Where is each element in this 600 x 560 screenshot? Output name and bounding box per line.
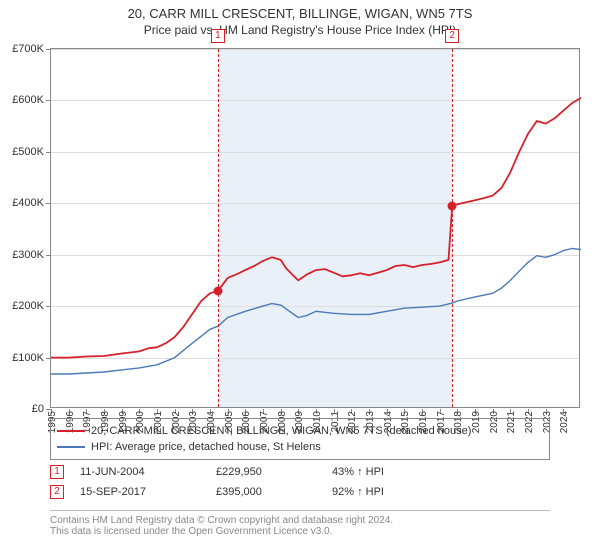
ytick-mark xyxy=(46,203,51,204)
plot-region: £0£100K£200K£300K£400K£500K£600K£700K199… xyxy=(50,48,580,408)
ytick-label: £0 xyxy=(32,403,44,415)
footer-line-1: Contains HM Land Registry data © Crown c… xyxy=(50,515,550,526)
legend-row: 20, CARR MILL CRESCENT, BILLINGE, WIGAN,… xyxy=(57,423,543,439)
sale-row: 1 11-JUN-2004 £229,950 43% ↑ HPI xyxy=(50,462,550,482)
ytick-label: £200K xyxy=(12,300,44,312)
ytick-label: £600K xyxy=(12,94,44,106)
sale-row: 2 15-SEP-2017 £395,000 92% ↑ HPI xyxy=(50,482,550,502)
ytick-mark xyxy=(46,152,51,153)
sale-marker-box: 2 xyxy=(445,29,459,43)
sales-table: 1 11-JUN-2004 £229,950 43% ↑ HPI 2 15-SEP-201… xyxy=(50,462,550,502)
sale-price: £395,000 xyxy=(216,486,316,498)
ytick-mark xyxy=(46,255,51,256)
ytick-label: £100K xyxy=(12,352,44,364)
sale-dot xyxy=(448,201,457,210)
sale-index-box: 1 xyxy=(50,465,64,479)
xtick-label: 2024 xyxy=(559,411,570,433)
footer-line-2: This data is licensed under the Open Gov… xyxy=(50,526,550,537)
series-hpi xyxy=(51,249,581,375)
ytick-mark xyxy=(46,100,51,101)
sale-date: 15-SEP-2017 xyxy=(80,486,200,498)
sale-date: 11-JUN-2004 xyxy=(80,466,200,478)
sale-delta: 43% ↑ HPI xyxy=(332,466,384,478)
sale-dot xyxy=(213,286,222,295)
legend-swatch xyxy=(57,430,85,432)
ytick-label: £500K xyxy=(12,146,44,158)
chart-title: 20, CARR MILL CRESCENT, BILLINGE, WIGAN,… xyxy=(0,6,600,21)
ytick-label: £700K xyxy=(12,43,44,55)
sale-marker-box: 1 xyxy=(211,29,225,43)
legend-row: HPI: Average price, detached house, St H… xyxy=(57,439,543,455)
sale-vline xyxy=(452,49,453,407)
title-block: 20, CARR MILL CRESCENT, BILLINGE, WIGAN,… xyxy=(0,0,600,37)
ytick-mark xyxy=(46,306,51,307)
line-layer xyxy=(51,49,581,409)
series-property xyxy=(51,98,581,358)
legend-label: HPI: Average price, detached house, St H… xyxy=(91,441,321,453)
legend-swatch xyxy=(57,446,85,448)
ytick-mark xyxy=(46,358,51,359)
legend: 20, CARR MILL CRESCENT, BILLINGE, WIGAN,… xyxy=(50,418,550,460)
sale-price: £229,950 xyxy=(216,466,316,478)
sale-vline xyxy=(218,49,219,407)
footer: Contains HM Land Registry data © Crown c… xyxy=(50,510,550,537)
chart-subtitle: Price paid vs. HM Land Registry's House … xyxy=(0,23,600,37)
sale-delta: 92% ↑ HPI xyxy=(332,486,384,498)
legend-label: 20, CARR MILL CRESCENT, BILLINGE, WIGAN,… xyxy=(91,425,471,437)
chart-area: £0£100K£200K£300K£400K£500K£600K£700K199… xyxy=(50,48,580,408)
ytick-label: £400K xyxy=(12,197,44,209)
ytick-label: £300K xyxy=(12,249,44,261)
sale-index-box: 2 xyxy=(50,485,64,499)
ytick-mark xyxy=(46,49,51,50)
